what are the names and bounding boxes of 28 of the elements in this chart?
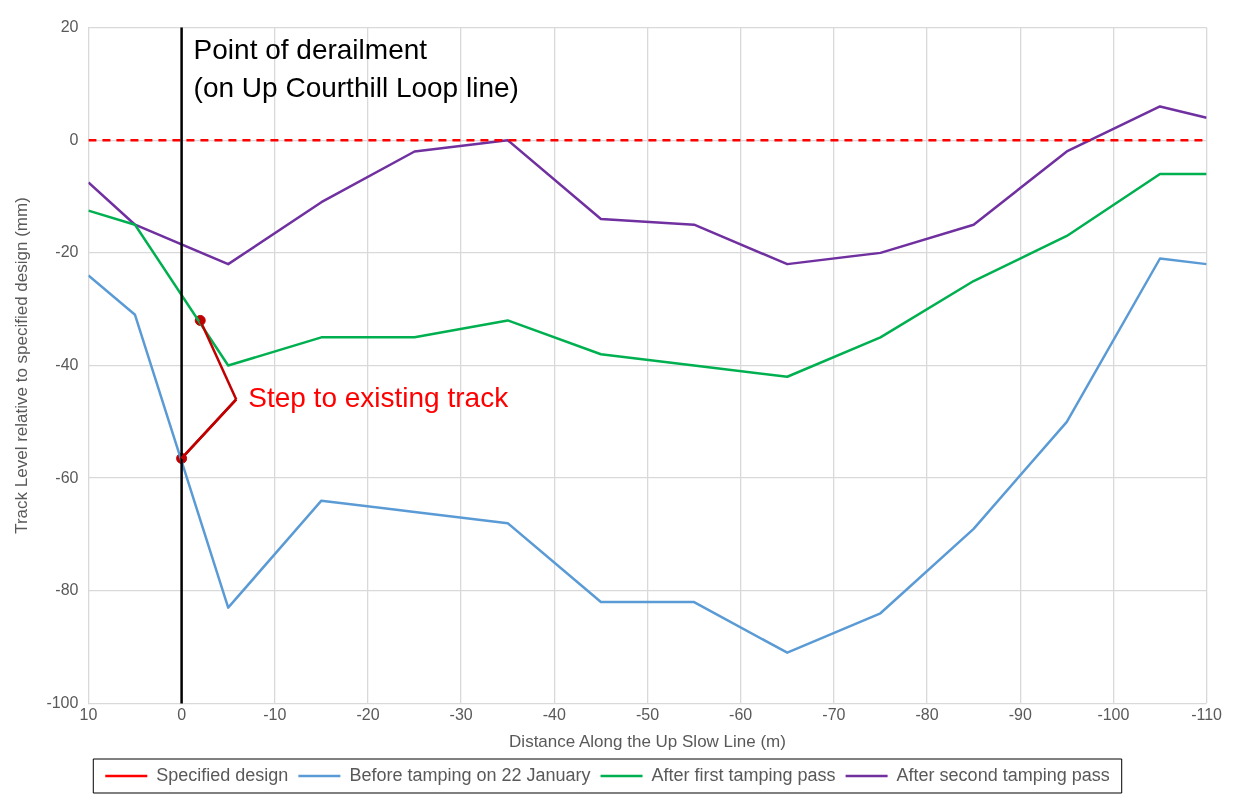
x-axis-title: Distance Along the Up Slow Line (m) xyxy=(509,732,786,752)
ref-line-label: Point of derailment (on Up Courthill Loop line) xyxy=(193,34,519,104)
x-tick-label: -10 xyxy=(263,706,287,724)
y-tick-label: -80 xyxy=(55,581,79,599)
x-tick-label: -110 xyxy=(1191,706,1223,724)
y-tick-label: 20 xyxy=(60,18,79,36)
x-tick-label: 0 xyxy=(177,706,187,724)
x-tick-label: -90 xyxy=(1008,706,1032,724)
legend-label: Specified design xyxy=(156,764,289,785)
y-tick-label: -100 xyxy=(46,693,79,711)
legend-label: After first tamping pass xyxy=(651,764,836,785)
y-tick-label: -60 xyxy=(55,468,79,486)
annotation: Step to existing track xyxy=(248,382,510,414)
legend-label: After second tamping pass xyxy=(896,764,1110,785)
x-tick-label: -30 xyxy=(449,706,473,724)
y-tick-label: -20 xyxy=(55,243,79,261)
x-tick-label: 10 xyxy=(79,706,98,724)
x-tick-label: -50 xyxy=(635,706,660,724)
x-tick-label: -20 xyxy=(356,706,380,724)
x-tick-label: -60 xyxy=(729,706,753,724)
x-tick-label: -40 xyxy=(542,706,566,724)
x-tick-label: -80 xyxy=(915,706,939,724)
x-tick-label: -100 xyxy=(1097,706,1130,724)
y-tick-label: -40 xyxy=(55,355,79,373)
x-tick-label: -70 xyxy=(822,706,846,724)
legend-label: Before tamping on 22 January xyxy=(349,764,591,785)
y-axis-title: Track Level relative to specified design (mm) xyxy=(11,197,31,534)
y-tick-label: 0 xyxy=(69,130,79,148)
